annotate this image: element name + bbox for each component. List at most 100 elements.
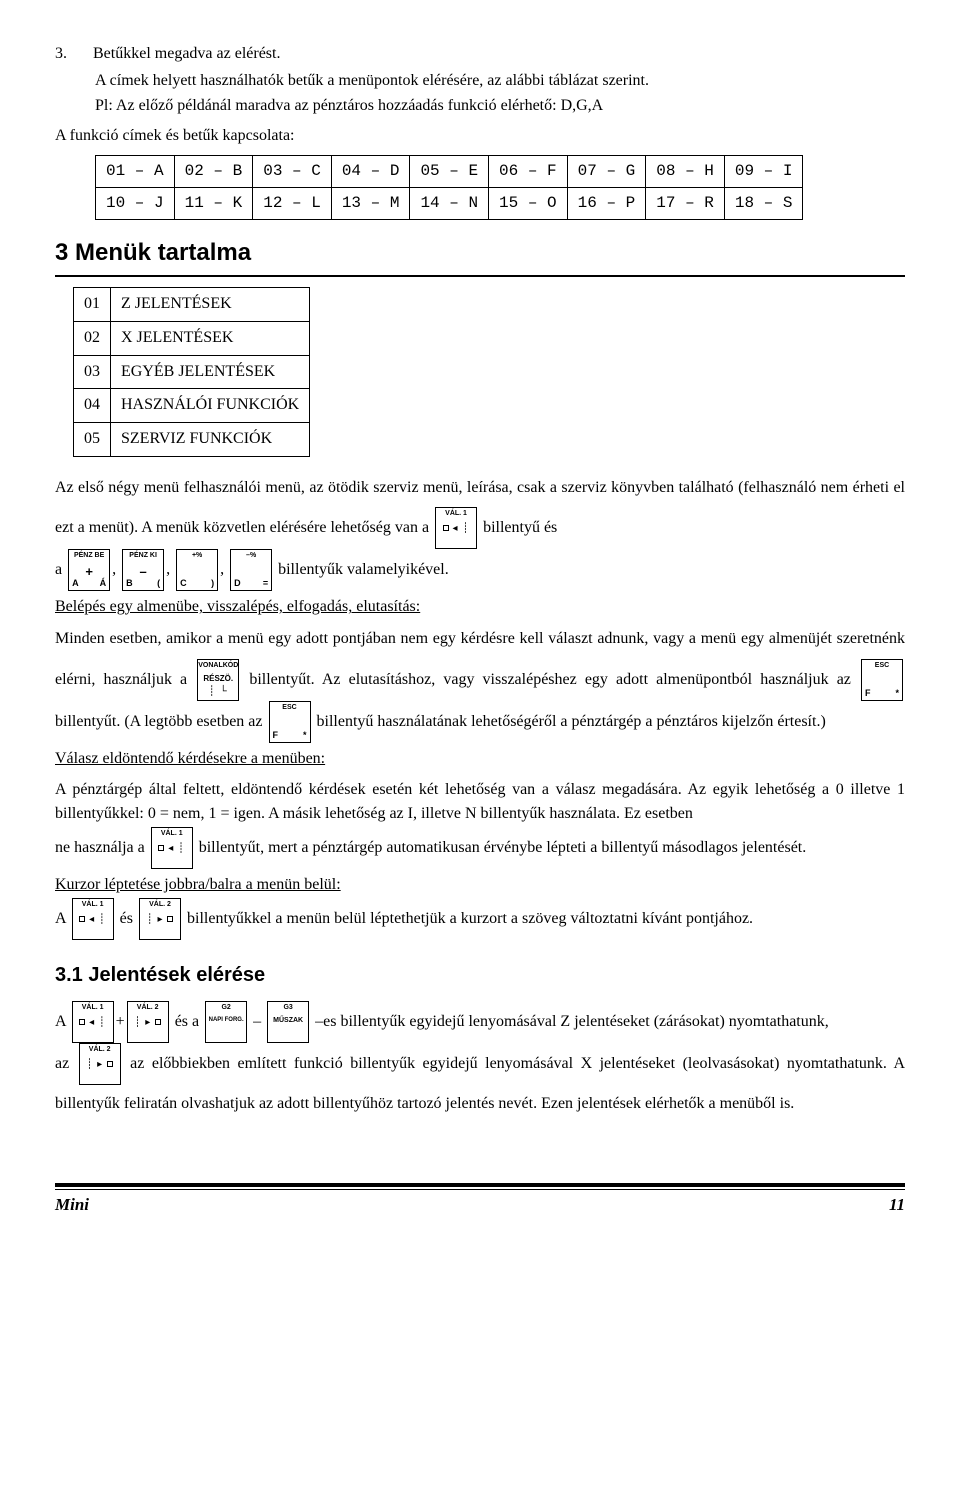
key-g2-icon: G2 NAPI FORG. — [205, 1001, 247, 1043]
key-minus-pct-icon: –% D = — [230, 549, 272, 591]
key-label: * — [895, 689, 899, 698]
cell: X JELENTÉSEK — [111, 321, 310, 355]
sub-kurzor-c: billentyűkkel a menün belül léptethetjük… — [187, 910, 753, 927]
intro-text-2: A címek helyett használhatók betűk a men… — [95, 69, 905, 94]
key-label: RÉSZÖ. — [198, 675, 238, 683]
cell: 06 – F — [489, 156, 568, 188]
key-label: MŰSZAK — [268, 1017, 308, 1024]
key-reszo-icon: VONALKÓD RÉSZÖ. ┊ └ — [197, 659, 239, 701]
cell: 05 – E — [410, 156, 489, 188]
sub-valasz-title: Válasz eldöntendő kérdésekre a menüben: — [55, 750, 325, 767]
cell: 17 – R — [646, 187, 725, 219]
section-3-1-title: 3.1 Jelentések elérése — [55, 960, 905, 991]
key-label: B — [126, 579, 133, 588]
key-label: VÁL. 1 — [73, 1004, 113, 1011]
cell: 09 – I — [724, 156, 803, 188]
sub-belépés-1a: Minden esetben, amikor a menü egy adott … — [55, 630, 764, 647]
key-label: VÁL. 1 — [436, 510, 476, 517]
key-arrows-icon: ◂ ┊ — [73, 915, 113, 925]
section-3-title: 3 Menük tartalma — [55, 234, 905, 277]
intro-line-1: 3. Betűkkel megadva az elérést. — [55, 42, 905, 67]
para1-d: a — [55, 561, 66, 578]
key-esc-icon: ESC F * — [269, 701, 311, 743]
key-label: = — [263, 579, 268, 588]
cell: 10 – J — [96, 187, 175, 219]
s31-p1a: A — [55, 1013, 70, 1030]
sub-valasz-p1: A pénztárgép által feltett, eldöntendő k… — [55, 778, 905, 828]
key-penz-ki-icon: PÉNZ KI – B ( — [122, 549, 164, 591]
key-val1-icon: VÁL. 1 ◂ ┊ — [72, 1001, 114, 1043]
key-arrows-icon: ┊ ▸ — [80, 1060, 120, 1070]
key-arrows-icon: ◂ ┊ — [73, 1018, 113, 1028]
menu-contents-table: 01Z JELENTÉSEK 02X JELENTÉSEK 03EGYÉB JE… — [73, 287, 310, 457]
plus-sign: + — [116, 1013, 125, 1030]
key-label: ) — [211, 579, 214, 588]
intro-text-1: Betűkkel megadva az elérést. — [93, 42, 280, 67]
cell: 01 – A — [96, 156, 175, 188]
s31-dash: – — [253, 1013, 265, 1030]
key-label: –% — [231, 552, 271, 559]
key-label: ESC — [270, 704, 310, 711]
key-g3-icon: G3 MŰSZAK — [267, 1001, 309, 1043]
key-arrows-icon: ┊ ▸ — [128, 1018, 168, 1028]
intro-text-3: Pl: Az előző példánál maradva az pénztár… — [95, 94, 905, 119]
key-label: C — [180, 579, 187, 588]
key-label: A — [72, 579, 79, 588]
key-label: – — [123, 565, 163, 578]
cell: 11 – K — [174, 187, 253, 219]
key-label: NAPI FORG. — [206, 1017, 246, 1023]
s31-p1b: és a — [175, 1013, 203, 1030]
key-plus-pct-icon: +% C ) — [176, 549, 218, 591]
para1-e: billentyűk valamelyikével. — [278, 561, 449, 578]
key-label: VÁL. 1 — [73, 901, 113, 908]
cell: 04 — [74, 389, 111, 423]
sub-kurzor-a: A — [55, 910, 70, 927]
cell: 03 – C — [253, 156, 332, 188]
cell: 02 — [74, 321, 111, 355]
key-val2-icon: VÁL. 2 ┊ ▸ — [79, 1043, 121, 1085]
key-arrows-icon: ┊ ▸ — [140, 915, 180, 925]
key-val1-icon: VÁL. 1 ◂ ┊ — [72, 898, 114, 940]
cell: 16 – P — [567, 187, 646, 219]
key-val2-icon: VÁL. 2 ┊ ▸ — [139, 898, 181, 940]
key-label: F — [273, 731, 279, 740]
s31-p2b: az előbbiekben említett funkció billenty… — [55, 1055, 905, 1112]
sub-belépés-title: Belépés egy almenübe, visszalépés, elfog… — [55, 598, 420, 615]
cell: HASZNÁLÓI FUNKCIÓK — [111, 389, 310, 423]
key-val1-icon: VÁL. 1 ◂ ┊ — [151, 827, 193, 869]
key-label: VÁL. 2 — [140, 901, 180, 908]
key-label: Á — [100, 579, 107, 588]
s31-p1c: –es billentyűk egyidejű lenyomásával Z j… — [315, 1013, 829, 1030]
key-label: VÁL. 2 — [80, 1046, 120, 1053]
key-label: PÉNZ KI — [123, 552, 163, 559]
key-label: VÁL. 2 — [128, 1004, 168, 1011]
sub-belépés-2c: billentyű használatának lehetőségéről a … — [317, 713, 826, 730]
sub-valasz-2b: billentyűt, mert a pénztárgép automatiku… — [199, 839, 807, 856]
cell: 01 — [74, 287, 111, 321]
key-label: D — [234, 579, 241, 588]
key-arrows-icon: ◂ ┊ — [436, 524, 476, 534]
footer-left: Mini — [55, 1192, 89, 1218]
sub-belépés-2b: billentyűt. (A legtöbb esetben az — [55, 713, 267, 730]
key-val2-icon: VÁL. 2 ┊ ▸ — [127, 1001, 169, 1043]
sub-belépés-1c: billentyűt. Az elutasításhoz, vagy vissz… — [249, 671, 648, 688]
sub-valasz-2a: ne használja a — [55, 839, 149, 856]
cell: 03 — [74, 355, 111, 389]
cell: 12 – L — [253, 187, 332, 219]
letter-mapping-table: 01 – A 02 – B 03 – C 04 – D 05 – E 06 – … — [95, 155, 803, 220]
key-label: + — [69, 565, 109, 578]
sub-kurzor-title: Kurzor léptetése jobbra/balra a menün be… — [55, 876, 341, 893]
key-dots-icon: ┊ └ — [198, 687, 238, 697]
key-label: PÉNZ BE — [69, 552, 109, 559]
cell: SZERVIZ FUNKCIÓK — [111, 423, 310, 457]
cell: 13 – M — [331, 187, 410, 219]
key-esc-icon: ESC F * — [861, 659, 903, 701]
key-penz-be-icon: PÉNZ BE + A Á — [68, 549, 110, 591]
sub-kurzor-b: és — [120, 910, 137, 927]
key-label: G2 — [206, 1004, 246, 1011]
para1-a: Az első négy menü felhasználói menü, az … — [55, 479, 734, 496]
key-label: ESC — [862, 662, 902, 669]
key-label: F — [865, 689, 871, 698]
s31-p2a: az — [55, 1055, 77, 1072]
cell: 18 – S — [724, 187, 803, 219]
